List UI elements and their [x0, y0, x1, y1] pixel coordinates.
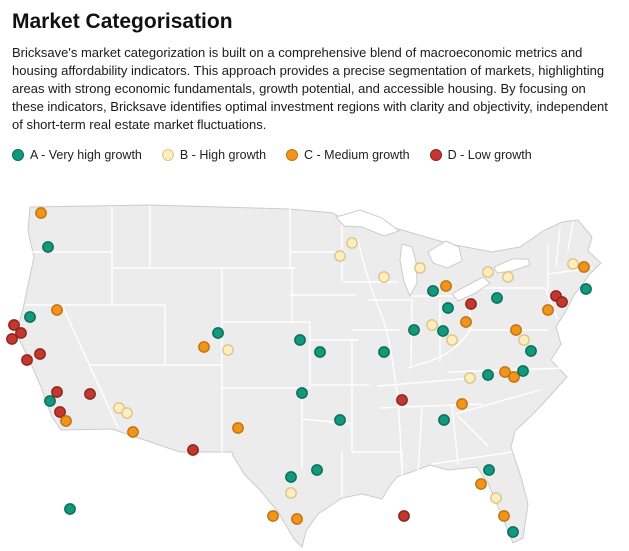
- map-point-a[interactable]: [482, 369, 494, 381]
- map-point-a[interactable]: [314, 346, 326, 358]
- legend: A - Very high growth B - High growth C - M…: [12, 148, 617, 162]
- map-point-a[interactable]: [294, 334, 306, 346]
- map-point-b[interactable]: [502, 271, 514, 283]
- map-point-a[interactable]: [311, 464, 323, 476]
- map-point-c[interactable]: [456, 398, 468, 410]
- map-point-c[interactable]: [267, 510, 279, 522]
- map-point-b[interactable]: [222, 344, 234, 356]
- map-point-c[interactable]: [232, 422, 244, 434]
- map-point-c[interactable]: [51, 304, 63, 316]
- map-point-a[interactable]: [437, 325, 449, 337]
- map-point-b[interactable]: [490, 492, 502, 504]
- legend-dot-icon: [161, 148, 174, 161]
- map-point-b[interactable]: [285, 487, 297, 499]
- map-point-a[interactable]: [580, 283, 592, 295]
- map-point-c[interactable]: [60, 415, 72, 427]
- map-point-c[interactable]: [440, 280, 452, 292]
- map-point-a[interactable]: [525, 345, 537, 357]
- map-point-d[interactable]: [187, 444, 199, 456]
- description-text: Bricksave's market categorization is bui…: [12, 45, 608, 132]
- legend-dot-icon: [286, 148, 299, 161]
- map-point-c[interactable]: [510, 324, 522, 336]
- legend-item-label: C - Medium growth: [304, 147, 410, 162]
- map-point-c[interactable]: [498, 510, 510, 522]
- map-point-b[interactable]: [426, 319, 438, 331]
- map-point-b[interactable]: [346, 237, 358, 249]
- map-point-a[interactable]: [483, 464, 495, 476]
- map-point-c[interactable]: [291, 513, 303, 525]
- map-point-b[interactable]: [121, 407, 133, 419]
- lake-huron: [427, 240, 463, 269]
- map-point-a[interactable]: [491, 292, 503, 304]
- map-point-a[interactable]: [438, 414, 450, 426]
- map-point-b[interactable]: [567, 258, 579, 270]
- map-point-c[interactable]: [578, 261, 590, 273]
- map-point-d[interactable]: [51, 386, 63, 398]
- great-lakes: [335, 209, 531, 302]
- map-point-b[interactable]: [518, 334, 530, 346]
- map-point-c[interactable]: [127, 426, 139, 438]
- map-point-a[interactable]: [64, 503, 76, 515]
- map-point-c[interactable]: [460, 316, 472, 328]
- map-point-b[interactable]: [464, 372, 476, 384]
- map-point-d[interactable]: [396, 394, 408, 406]
- map-point-a[interactable]: [517, 365, 529, 377]
- map-point-a[interactable]: [507, 526, 519, 538]
- lake-erie: [451, 276, 491, 302]
- map-point-b[interactable]: [414, 262, 426, 274]
- legend-item-a: A - Very high growth: [12, 148, 142, 162]
- map-point-d[interactable]: [54, 406, 66, 418]
- map-point-d[interactable]: [21, 354, 33, 366]
- map-point-c[interactable]: [499, 366, 511, 378]
- legend-item-label: A - Very high growth: [30, 147, 142, 162]
- map-point-a[interactable]: [42, 241, 54, 253]
- map-point-a[interactable]: [212, 327, 224, 339]
- map-point-d[interactable]: [34, 348, 46, 360]
- lake-michigan: [399, 243, 418, 298]
- map-point-c[interactable]: [508, 371, 520, 383]
- legend-item-b: B - High growth: [161, 147, 267, 162]
- map-point-b[interactable]: [482, 266, 494, 278]
- map-point-d[interactable]: [6, 333, 18, 345]
- legend-item-d: D - Low growth: [429, 147, 532, 162]
- lake-ontario: [493, 258, 531, 274]
- map-point-c[interactable]: [542, 304, 554, 316]
- map-point-b[interactable]: [378, 271, 390, 283]
- legend-dot-icon: [429, 148, 442, 161]
- page-title: Market Categorisation: [12, 10, 233, 33]
- map-point-d[interactable]: [465, 298, 477, 310]
- map-point-a[interactable]: [334, 414, 346, 426]
- map-point-d[interactable]: [84, 388, 96, 400]
- map-point-a[interactable]: [296, 387, 308, 399]
- map-point-a[interactable]: [427, 285, 439, 297]
- legend-item-c: C - Medium growth: [286, 148, 410, 162]
- lake-superior: [335, 209, 401, 237]
- map-point-c[interactable]: [198, 341, 210, 353]
- map-point-a[interactable]: [378, 346, 390, 358]
- header-section: Market Categorisation Bricksave's market…: [0, 0, 629, 162]
- map-point-c[interactable]: [475, 478, 487, 490]
- map-point-a[interactable]: [285, 471, 297, 483]
- map-point-d[interactable]: [15, 327, 27, 339]
- map-point-c[interactable]: [35, 207, 47, 219]
- legend-item-label: B - High growth: [179, 147, 267, 162]
- legend-item-label: D - Low growth: [447, 147, 532, 162]
- map-point-b[interactable]: [446, 334, 458, 346]
- legend-dot-icon: [12, 148, 24, 161]
- map-point-b[interactable]: [334, 250, 346, 262]
- map-point-a[interactable]: [24, 311, 36, 323]
- map-point-a[interactable]: [408, 324, 420, 336]
- map-point-d[interactable]: [398, 510, 410, 522]
- map-points-layer: [6, 207, 592, 538]
- map-point-d[interactable]: [556, 296, 568, 308]
- map-point-a[interactable]: [442, 302, 454, 314]
- map-point-a[interactable]: [44, 395, 56, 407]
- map-point-d[interactable]: [8, 319, 20, 331]
